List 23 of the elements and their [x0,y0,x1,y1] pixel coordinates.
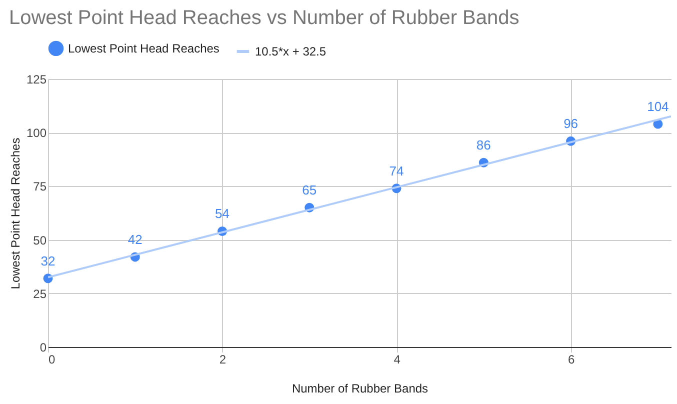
data-label: 42 [128,232,142,247]
y-tick-label: 100 [26,126,47,140]
chart-title: Lowest Point Head Reaches vs Number of Rubber Bands [8,7,520,29]
y-tick-label: 25 [33,286,47,301]
legend-label: 10.5*x + 32.5 [255,44,326,58]
x-tick-label: 4 [394,352,401,366]
y-tick-label: 0 [40,340,47,354]
x-tick-label: 0 [48,352,56,366]
data-label: 32 [40,253,56,268]
data-label: 54 [215,206,230,222]
y-axis-title: Lowest Point Head Reaches [8,138,22,290]
data-label: 104 [647,99,669,114]
x-tick-label: 2 [219,352,226,366]
data-label: 74 [389,163,404,178]
y-tick-label: 50 [33,233,47,248]
x-tick-label: 6 [568,352,575,366]
legend-label: Lowest Point Head Reaches [68,41,220,56]
x-axis-title: Number of Rubber Bands [292,382,428,396]
data-label: 86 [476,138,491,153]
y-tick-label: 125 [26,72,47,86]
y-tick-label: 75 [33,180,47,194]
data-label: 96 [564,116,578,132]
data-label: 65 [302,182,317,198]
